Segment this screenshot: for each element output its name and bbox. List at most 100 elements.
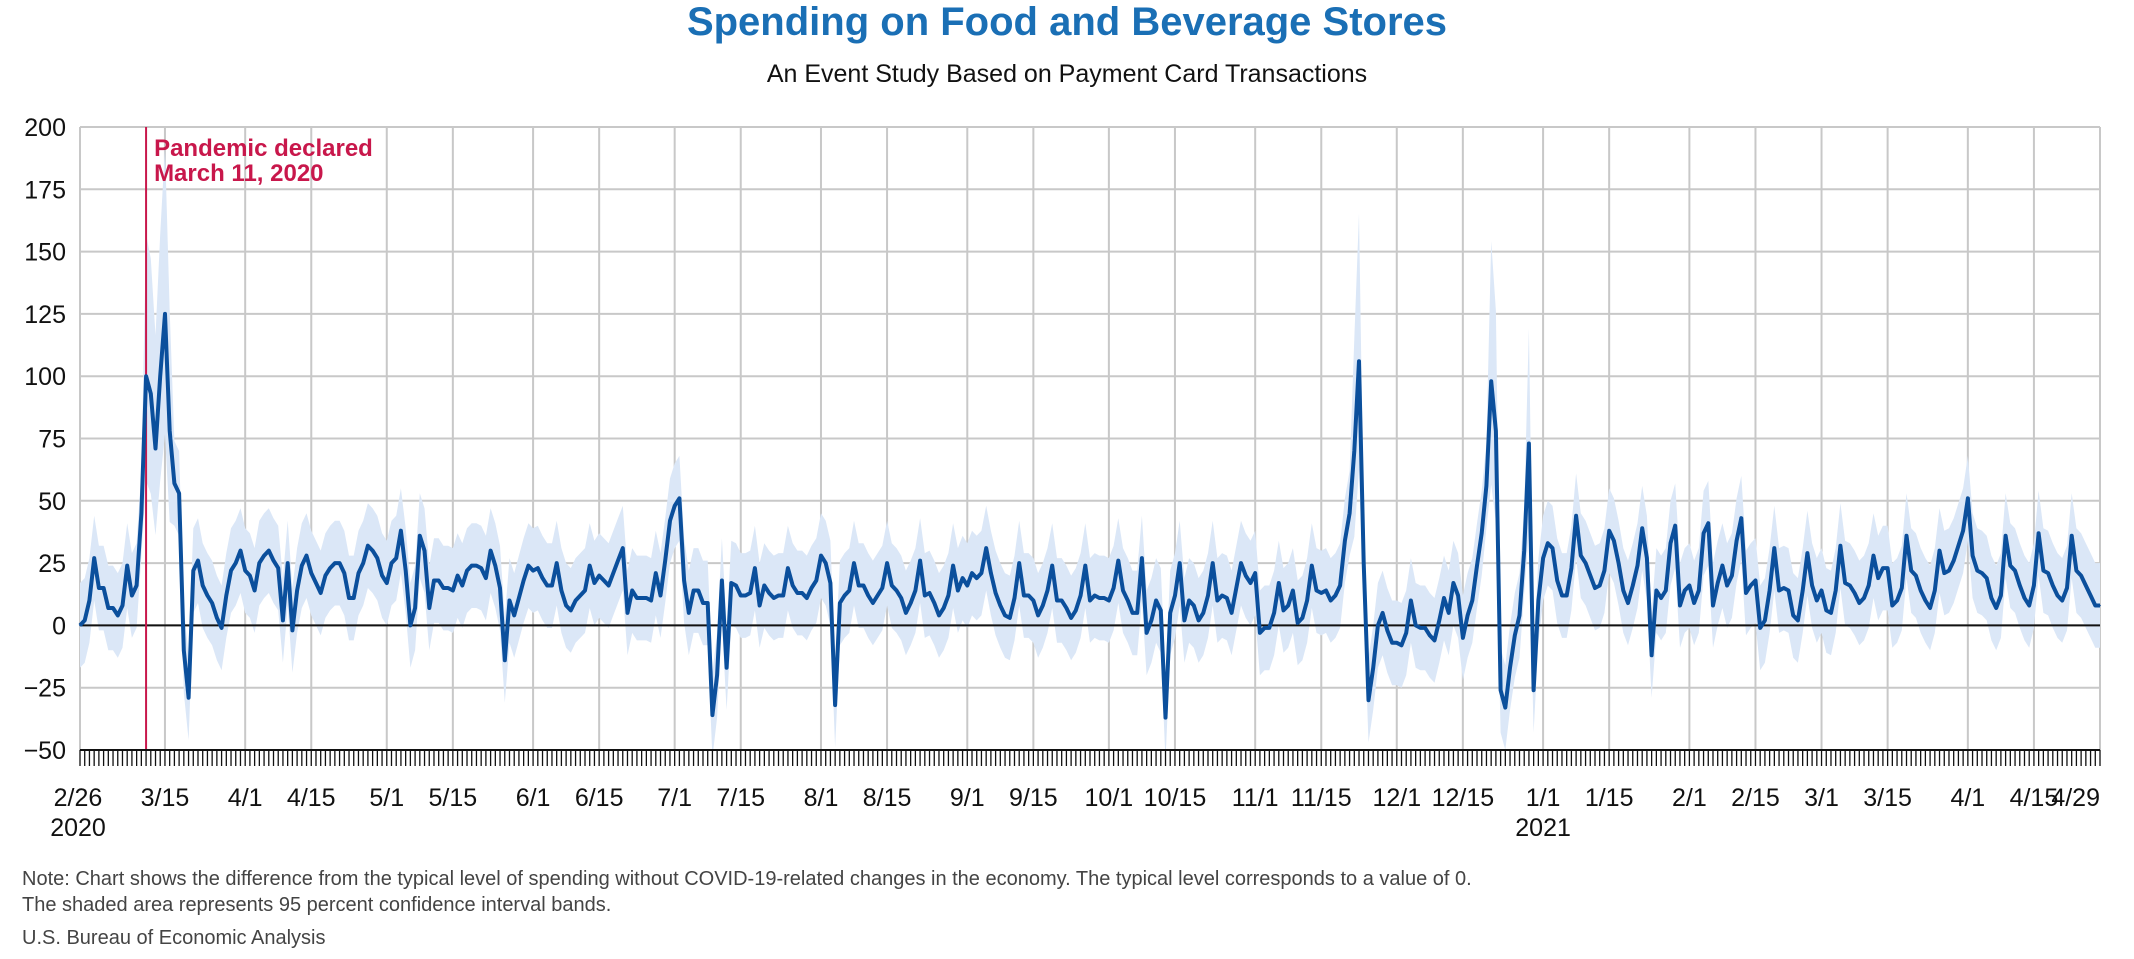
data-point <box>735 584 737 587</box>
data-point <box>749 592 751 594</box>
data-point <box>537 567 539 569</box>
data-point <box>886 562 888 564</box>
data-point <box>2004 534 2007 537</box>
data-point <box>437 579 440 582</box>
data-point <box>1580 554 1582 557</box>
data-point <box>1754 579 1757 582</box>
x-tick-label: 8/1 <box>804 784 839 812</box>
data-point <box>688 612 690 614</box>
data-point <box>1561 594 1563 597</box>
data-point <box>126 564 128 567</box>
data-point <box>1344 539 1346 542</box>
data-point <box>1348 512 1351 515</box>
data-point <box>1565 594 1568 597</box>
data-point <box>79 624 81 627</box>
data-point <box>1976 569 1979 572</box>
data-point <box>541 577 544 579</box>
data-point <box>1542 557 1544 559</box>
data-point <box>258 562 261 564</box>
data-point <box>891 584 893 587</box>
data-point <box>395 557 398 559</box>
data-point <box>475 564 478 567</box>
data-point <box>324 574 327 577</box>
data-point <box>376 557 379 559</box>
data-point <box>428 607 431 609</box>
data-point <box>352 597 355 599</box>
data-point <box>905 612 907 614</box>
data-point <box>1518 614 1521 617</box>
data-point <box>1665 589 1667 592</box>
data-point <box>1108 599 1110 602</box>
data-point <box>1858 602 1861 604</box>
data-point <box>843 594 846 597</box>
x-year-label: 2020 <box>50 814 106 842</box>
data-point <box>650 599 652 602</box>
x-tick-label: 6/15 <box>575 784 624 812</box>
data-point <box>173 482 176 485</box>
x-tick-label: 9/15 <box>1009 784 1058 812</box>
data-point <box>1702 532 1705 534</box>
data-point <box>1471 599 1474 602</box>
data-point <box>494 564 497 567</box>
data-point <box>404 569 407 572</box>
x-tick-label: 3/15 <box>1863 784 1912 812</box>
data-point <box>1367 699 1370 701</box>
data-point <box>1178 562 1181 564</box>
data-point <box>1792 614 1794 617</box>
data-point <box>1381 612 1384 614</box>
data-point <box>2000 594 2002 597</box>
data-point <box>2042 569 2045 572</box>
data-point <box>1660 597 1662 599</box>
data-point <box>1098 597 1101 599</box>
data-point <box>1112 587 1115 589</box>
data-point <box>810 587 813 589</box>
data-point <box>461 584 464 587</box>
data-point <box>1641 527 1643 529</box>
data-point <box>1646 557 1648 559</box>
data-point <box>1617 562 1620 564</box>
data-point <box>1377 624 1379 627</box>
data-point <box>1188 599 1190 602</box>
data-point <box>1929 607 1931 609</box>
data-point <box>758 604 761 607</box>
data-point <box>1334 594 1337 597</box>
y-axis: 200 175 150 125 100 75 50 25 0 −25 −50 <box>24 114 66 765</box>
data-point <box>777 594 780 597</box>
data-point <box>419 534 421 537</box>
data-point <box>1056 599 1058 602</box>
data-point <box>1103 597 1105 599</box>
data-point <box>1462 637 1464 639</box>
data-point <box>1532 689 1535 691</box>
y-tick-label: 200 <box>24 114 66 142</box>
data-point <box>1268 627 1271 629</box>
data-point <box>1070 617 1072 619</box>
data-point <box>1547 542 1549 544</box>
data-point <box>1570 567 1573 569</box>
data-point <box>1971 554 1974 557</box>
data-point <box>381 574 383 577</box>
data-point <box>1849 584 1851 587</box>
y-tick-label: 150 <box>24 239 66 267</box>
data-point <box>286 562 289 564</box>
data-point <box>1127 599 1129 602</box>
data-point <box>107 607 110 609</box>
data-point <box>1934 589 1936 592</box>
data-point <box>853 562 855 564</box>
y-tick-label: −50 <box>24 737 66 765</box>
data-point <box>1707 522 1710 524</box>
data-point <box>1358 360 1360 363</box>
data-point <box>678 497 681 500</box>
data-point <box>400 529 402 532</box>
data-point <box>150 392 152 395</box>
data-point <box>1886 567 1889 569</box>
data-point <box>1155 599 1157 602</box>
data-point <box>1263 627 1266 629</box>
data-point <box>1882 567 1884 569</box>
data-point <box>820 554 822 557</box>
data-point <box>1004 614 1006 617</box>
data-point <box>1141 557 1143 559</box>
data-point <box>1089 599 1091 602</box>
data-point <box>211 602 213 604</box>
data-point <box>1042 604 1044 607</box>
